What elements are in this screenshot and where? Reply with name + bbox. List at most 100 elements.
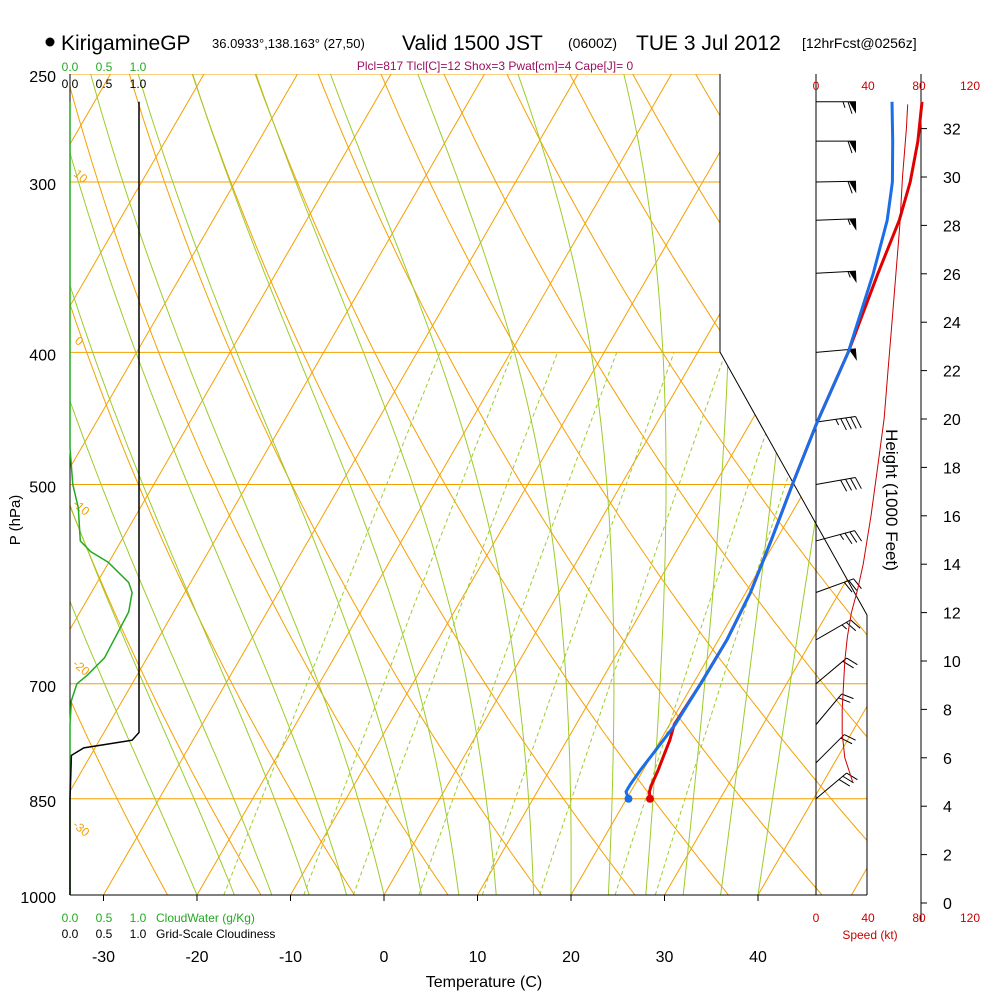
x-tick-label: 40 — [749, 949, 767, 966]
speed-tick-bottom: 40 — [861, 911, 875, 925]
mixing-ratio-line — [303, 352, 514, 895]
moist-adiabat-line — [70, 74, 235, 895]
moist-adiabat-line — [70, 74, 273, 895]
pressure-tick-label: 850 — [29, 794, 56, 811]
wind-barb-staff — [815, 477, 856, 485]
wind-barb-half — [839, 534, 845, 541]
x-tick-label: 10 — [469, 949, 487, 966]
pressure-tick-label: 250 — [29, 69, 56, 86]
wind-barb-half — [842, 101, 846, 108]
pressure-tick-label: 400 — [29, 347, 56, 364]
wind-barb-full — [843, 581, 853, 593]
mixing-ratio-line — [654, 352, 830, 895]
cloud-water-line — [69, 101, 133, 895]
height-tick-label: 10 — [943, 654, 961, 671]
isotherm-line — [103, 74, 579, 895]
x-tick-label: -30 — [92, 949, 115, 966]
mixing-ratio-line — [481, 352, 675, 895]
cloudiness-line — [69, 101, 140, 895]
wind-barb-full — [849, 531, 858, 543]
mixing-ratio-label: 2 — [302, 900, 318, 915]
wind-barb-full — [844, 734, 856, 741]
height-tick-label: 18 — [943, 460, 961, 477]
dry-adiabat-line — [128, 74, 542, 895]
moist-adiabat-line — [70, 74, 198, 895]
mixing-ratio-line — [418, 352, 618, 895]
dry-adiabat-line — [947, 74, 1000, 895]
moist-adiabat-line — [623, 74, 667, 895]
wind-barb-full — [853, 578, 862, 590]
axes: -30 -20 -10 0 10 20 30 402503004005007008501000… — [20, 60, 980, 966]
moist-adiabat-line — [137, 74, 422, 895]
wind-barb-full — [850, 619, 861, 629]
cloud-water-tick-top: 0.0 — [62, 60, 79, 74]
dry-adiabat-line — [758, 74, 867, 895]
height-axis-label: Height (1000 Feet) — [882, 429, 901, 571]
cloudiness-tick-top: 1.0 — [130, 77, 147, 91]
isotherm-line — [70, 74, 392, 895]
wind-barb-flag — [848, 348, 857, 361]
height-tick-label: 6 — [943, 751, 952, 768]
cloud-water-tick-top: 0.5 — [96, 60, 113, 74]
mixing-ratio-label: 5 — [418, 900, 434, 915]
height-tick-label: 16 — [943, 509, 961, 526]
height-tick-label: 12 — [943, 606, 961, 623]
wind-barbs — [815, 101, 863, 800]
temperature-line — [647, 101, 924, 799]
speed-tick-bottom: 80 — [912, 911, 926, 925]
cloud-water-tick-top: 1.0 — [130, 60, 147, 74]
wind-barb-staff — [815, 578, 854, 593]
isotherm-line — [70, 74, 205, 895]
wind-barb-flag — [849, 141, 856, 154]
dewpoint-line — [624, 101, 895, 800]
pressure-tick-label: 700 — [29, 679, 56, 696]
speed-tick-top: 120 — [960, 79, 980, 93]
cloudiness-tick-bottom: 1.0 — [130, 927, 147, 941]
cloudwater-label: CloudWater (g/Kg) — [156, 911, 255, 925]
wind-barb-staff — [815, 693, 843, 725]
dry-adiabat-line — [191, 74, 636, 895]
x-tick-label: 0 — [380, 949, 389, 966]
wind-barb-full — [838, 779, 851, 787]
wind-barb-half — [847, 271, 851, 278]
wind-speed-line — [841, 104, 909, 783]
speed-tick-top: 40 — [861, 79, 875, 93]
wind-barb-staff — [815, 657, 847, 685]
cloudiness-tick-bottom: 0.5 — [96, 927, 113, 941]
isotherm-line — [290, 74, 766, 895]
isotherm-line — [664, 74, 867, 895]
x-axis-label: Temperature (C) — [426, 974, 542, 991]
pressure-tick-label: 300 — [29, 177, 56, 194]
moist-adiabat-line — [70, 74, 310, 895]
x-tick-label: -10 — [279, 949, 302, 966]
surface-temperature-point — [646, 794, 655, 803]
dry-adiabat-line — [70, 74, 449, 895]
dry-adiabat-line — [70, 74, 262, 895]
dry-adiabat-line — [317, 74, 823, 895]
height-tick-label: 2 — [943, 848, 952, 865]
moist-adiabat-line — [417, 74, 572, 895]
cloud-water-tick-bottom: 0.0 — [62, 911, 79, 925]
dry-adiabat-line — [70, 74, 168, 895]
wind-barb-half — [841, 624, 848, 630]
height-tick-label: 30 — [943, 170, 961, 187]
isotherm-line — [0, 74, 17, 895]
pressure-tick-label: 1000 — [20, 890, 56, 907]
wind-barb-full — [855, 416, 862, 429]
moist-adiabat-line — [329, 74, 535, 895]
wind-barb-full — [840, 479, 848, 492]
mixing-ratio-label: 12 — [538, 894, 559, 914]
x-tick-label: 30 — [656, 949, 674, 966]
dry-adiabat-line — [254, 74, 729, 895]
y-axis-label: P (hPa) — [7, 495, 24, 546]
height-tick-label: 28 — [943, 218, 961, 235]
height-tick-label: 4 — [943, 799, 952, 816]
valid-time: Valid 1500 JST — [402, 32, 543, 55]
dry-adiabat-line — [506, 74, 867, 895]
utc-time: (0600Z) — [568, 35, 617, 51]
height-tick-label: 20 — [943, 412, 961, 429]
speed-tick-top: 0 — [813, 79, 820, 93]
